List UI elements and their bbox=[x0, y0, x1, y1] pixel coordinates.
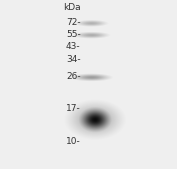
Text: kDa: kDa bbox=[63, 3, 81, 12]
Text: 26-: 26- bbox=[66, 72, 81, 81]
Text: 72-: 72- bbox=[66, 18, 81, 27]
Text: 10-: 10- bbox=[66, 137, 81, 146]
Text: 34-: 34- bbox=[66, 55, 81, 64]
Text: 43-: 43- bbox=[66, 42, 81, 51]
Text: 17-: 17- bbox=[66, 104, 81, 113]
Text: 55-: 55- bbox=[66, 30, 81, 39]
